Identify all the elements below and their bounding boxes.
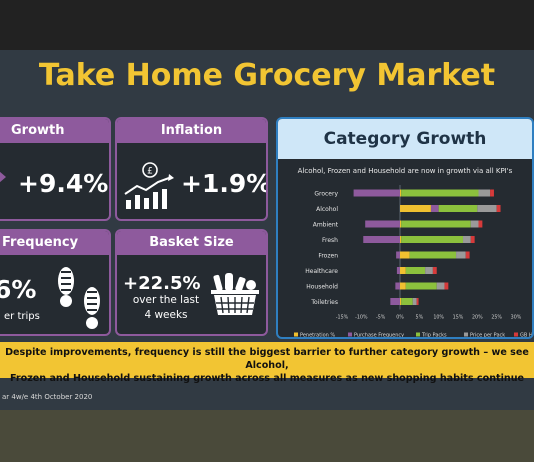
basket-size-note-2: 4 weeks (144, 309, 188, 321)
bar-segment (400, 282, 406, 290)
category-growth-chart: Grocery Alcohol Ambient Fresh Frozen Healthca… (294, 185, 534, 339)
bar-segment (363, 236, 400, 243)
inflation-card-label: Inflation (117, 119, 266, 143)
x-tick-label: 25% (491, 315, 502, 321)
legend-swatch (514, 332, 518, 337)
basket-size-note-1: over the last (132, 294, 200, 306)
legend-swatch (294, 332, 298, 337)
category-label: Alcohol (316, 206, 338, 213)
bar-segment (396, 251, 400, 259)
x-tick-label: 5% (416, 315, 424, 321)
bar-segment (432, 267, 437, 274)
bar-segment (390, 298, 400, 305)
top-band (0, 0, 534, 50)
category-label: Frozen (318, 253, 338, 260)
bar-segment (365, 220, 400, 228)
bar-segment (425, 267, 433, 274)
legend-label: GB HH (520, 333, 534, 339)
legend-label: Price per Pack (470, 333, 505, 339)
frequency-note: er trips (4, 311, 40, 322)
shopping-basket-icon (211, 273, 259, 315)
bar-segment (438, 205, 478, 212)
insight-line-2: Frozen and Household sustaining growth a… (9, 373, 525, 384)
category-growth-subtitle: Alcohol, Frozen and Household are now in… (297, 167, 513, 175)
footprints-icon (58, 267, 100, 329)
bar-segment (416, 298, 419, 305)
bar-segment (463, 236, 471, 243)
growth-card: Growth +9.4% (0, 117, 111, 221)
basket-size-card: Basket Size +22.5% over the last 4 weeks (115, 229, 268, 336)
category-label: Fresh (322, 237, 338, 244)
category-label: Toiletries (310, 299, 338, 306)
bar-segment (353, 189, 400, 197)
category-growth-panel: Category Growth Alcohol, Frozen and Hous… (276, 117, 534, 339)
x-tick-label: 20% (472, 315, 483, 321)
bar-segment (400, 251, 410, 259)
insight-line-1: Despite improvements, frequency is still… (5, 347, 529, 371)
bar-segment (400, 205, 431, 212)
inflation-value: +1.9% (181, 169, 268, 198)
x-tick-label: -5% (376, 315, 386, 321)
basket-size-card-label: Basket Size (117, 231, 266, 255)
x-tick-label: 0% (396, 315, 404, 321)
bar-segment (400, 220, 402, 228)
bar-segment (400, 267, 406, 274)
frequency-card: Frequency 6% er trips (0, 229, 111, 336)
legend-swatch (464, 332, 468, 337)
bar-segment (477, 205, 497, 212)
bar-segment (478, 220, 483, 228)
bar-segment (478, 189, 491, 197)
category-label: Healthcare (305, 268, 338, 275)
bar-segment (400, 298, 402, 305)
x-tick-label: 30% (511, 315, 522, 321)
bar-segment (465, 251, 470, 259)
inflation-card: Inflation £ +1.9% (115, 117, 268, 221)
legend-swatch (416, 332, 420, 337)
bar-segment (405, 282, 437, 290)
bar-segment (396, 267, 400, 274)
legend-label: Penetration % (300, 333, 335, 339)
bar-segment (400, 236, 402, 243)
frequency-card-label: Frequency (0, 231, 109, 255)
bar-segment (470, 236, 475, 243)
category-label: Ambient (313, 222, 339, 229)
bar-segment (405, 267, 426, 274)
bar-segment (401, 189, 479, 197)
source-footnote: ar 4w/e 4th October 2020 (2, 393, 93, 401)
bar-segment (456, 251, 466, 259)
growth-arrow-icon (0, 171, 6, 183)
bar-segment (490, 189, 494, 197)
bar-segment (430, 205, 439, 212)
price-rising-chart-icon: £ (124, 162, 174, 209)
x-tick-label: 15% (453, 315, 464, 321)
x-tick-label: -15% (336, 315, 349, 321)
bar-segment (444, 282, 449, 290)
basket-size-value: +22.5% (123, 273, 201, 294)
category-label: Household (306, 284, 338, 291)
bar-segment (401, 236, 464, 243)
bar-segment (436, 282, 445, 290)
bottom-band (0, 410, 534, 462)
bar-segment (401, 220, 471, 228)
bar-segment (395, 282, 400, 290)
legend-label: Purchase Frequency (354, 333, 404, 339)
frequency-value: 6% (0, 275, 37, 304)
bar-segment (409, 251, 457, 259)
category-growth-header: Category Growth (278, 119, 532, 159)
bar-segment (401, 298, 413, 305)
category-label: Grocery (314, 191, 338, 198)
growth-card-label: Growth (0, 119, 109, 143)
bar-segment (470, 220, 479, 228)
legend-label: Trip Packs (421, 333, 447, 339)
bar-segment (400, 189, 402, 197)
bar-segment (496, 205, 501, 212)
insight-banner: Despite improvements, frequency is still… (0, 342, 534, 384)
bar-segment (412, 298, 417, 305)
x-tick-label: 10% (433, 315, 444, 321)
svg-text:£: £ (147, 167, 153, 177)
growth-value: +9.4% (18, 169, 109, 198)
page-title: Take Home Grocery Market (38, 58, 496, 93)
x-tick-label: -10% (355, 315, 368, 321)
legend-swatch (348, 332, 352, 337)
